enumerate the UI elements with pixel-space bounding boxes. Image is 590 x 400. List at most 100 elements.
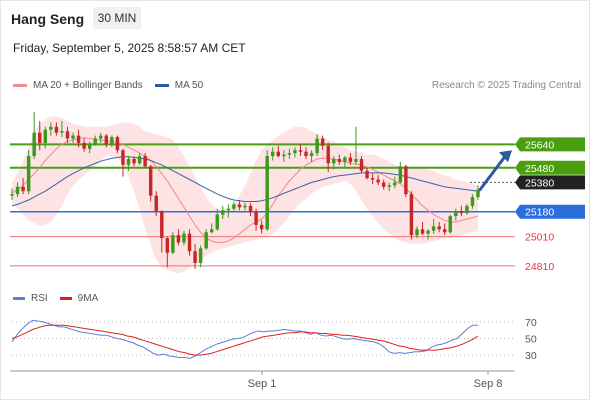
price-label-text-25380: 25380 — [525, 177, 554, 189]
candle-body-23 — [137, 156, 142, 164]
candle-body-80 — [454, 211, 458, 217]
ma20-line — [11, 137, 479, 243]
candle-body-81 — [459, 211, 464, 214]
candle-body-55 — [315, 138, 319, 154]
candle-body-60 — [343, 157, 347, 162]
price-label-25480: 25480 — [515, 160, 585, 175]
forecast-arrow — [478, 153, 508, 192]
legend-ma50: MA 50 — [154, 80, 203, 91]
candle-body-11 — [71, 135, 75, 139]
instrument-title: Hang Seng — [11, 11, 85, 27]
candle-body-39 — [226, 208, 231, 211]
candle-body-65 — [370, 178, 375, 180]
candle-body-36 — [209, 229, 214, 233]
candle-body-4 — [32, 132, 36, 157]
legend-rsi: RSI — [13, 293, 48, 304]
rsi-series-rsi — [11, 319, 478, 359]
legend-ma50-swatch — [154, 84, 169, 87]
candle-body-3 — [26, 156, 31, 192]
price-legend: MA 20 + Bollinger Bands MA 50 — [13, 80, 215, 91]
candle-body-1 — [15, 186, 20, 195]
candle-body-74 — [420, 229, 425, 234]
candle-body-71 — [404, 166, 408, 195]
legend-rsi-swatch — [13, 297, 25, 300]
bollinger-band-area — [12, 116, 478, 274]
candle-body-18 — [110, 137, 114, 145]
candle-body-29 — [171, 235, 175, 253]
price-label-box-25480 — [515, 160, 585, 175]
candle-body-13 — [82, 142, 86, 149]
candle-body-68 — [387, 185, 391, 187]
candle-body-62 — [354, 159, 358, 162]
price-label-box-25180 — [515, 204, 585, 219]
price-label-text-25010: 25010 — [525, 232, 554, 244]
candle-body-35 — [204, 232, 208, 249]
candle-body-24 — [143, 156, 147, 167]
rsi-panel: 30 50 70 — [11, 317, 537, 362]
price-label-box-25640 — [515, 137, 585, 152]
candle-body-52 — [298, 150, 303, 152]
candle-body-28 — [165, 238, 170, 253]
candle-body-72 — [409, 194, 414, 236]
candle-body-77 — [437, 226, 441, 230]
candle-body-14 — [87, 144, 92, 149]
legend-ma20-swatch — [13, 84, 27, 87]
candle-body-44 — [254, 211, 258, 225]
candle-body-5 — [38, 132, 42, 143]
candle-body-7 — [49, 126, 53, 130]
candle-body-20 — [121, 150, 125, 165]
candle-body-25 — [148, 166, 153, 196]
candle-body-40 — [232, 204, 236, 209]
candle-body-19 — [115, 137, 120, 151]
candle-body-66 — [376, 179, 380, 183]
forecast-arrow-head — [499, 150, 512, 163]
price-label-25380: 25380 — [515, 175, 585, 190]
price-label-text-25480: 25480 — [525, 163, 554, 175]
candle-body-12 — [76, 135, 81, 143]
x-label-1: Sep 8 — [474, 378, 503, 390]
price-label-text-25640: 25640 — [525, 139, 554, 151]
price-label-25010: 25010 — [525, 232, 554, 244]
candle-body-47 — [271, 151, 275, 157]
price-label-text-25180: 25180 — [525, 207, 554, 219]
candle-body-42 — [243, 205, 247, 208]
candle-body-37 — [215, 214, 219, 230]
candle-body-54 — [309, 153, 314, 157]
legend-rsi-label: RSI — [31, 293, 48, 304]
candle-body-38 — [221, 210, 225, 215]
candle-body-17 — [104, 135, 109, 145]
rsi-tick-30: 30 — [525, 350, 537, 362]
legend-9ma-swatch — [59, 297, 72, 300]
x-label-0: Sep 1 — [248, 378, 277, 390]
candle-body-21 — [126, 159, 131, 165]
rsi-series-9ma — [11, 324, 479, 356]
candle-body-10 — [65, 131, 70, 139]
price-panel: 25640 25480 25380 25180 25010 24810 — [10, 112, 585, 274]
candle-body-51 — [293, 150, 297, 154]
x-axis: Sep 1 Sep 8 — [10, 370, 515, 390]
candle-body-69 — [393, 182, 397, 186]
candle-body-67 — [381, 182, 386, 187]
candle-body-6 — [43, 129, 48, 143]
candle-body-22 — [132, 159, 136, 164]
chart-datetime: Friday, September 5, 2025 8:58:57 AM CET — [13, 41, 246, 55]
rsi-legend: RSI 9MA — [13, 293, 110, 304]
candle-body-33 — [193, 251, 197, 263]
candle-body-46 — [265, 156, 269, 230]
candle-body-16 — [99, 135, 103, 139]
rsi-tick-70: 70 — [525, 317, 537, 329]
candle-body-61 — [348, 157, 353, 162]
candle-body-57 — [326, 145, 330, 164]
candle-body-59 — [337, 159, 342, 162]
candle-body-48 — [276, 151, 281, 157]
candle-body-34 — [198, 248, 203, 263]
candle-body-83 — [470, 197, 475, 206]
candle-body-78 — [442, 229, 447, 233]
price-label-25180: 25180 — [515, 204, 585, 219]
legend-ma20-label: MA 20 + Bollinger Bands — [33, 80, 143, 91]
candle-body-49 — [282, 154, 286, 157]
price-label-25640: 25640 — [515, 137, 585, 152]
price-label-24810: 24810 — [525, 261, 554, 273]
timeframe-badge[interactable]: 30 MIN — [93, 7, 141, 29]
